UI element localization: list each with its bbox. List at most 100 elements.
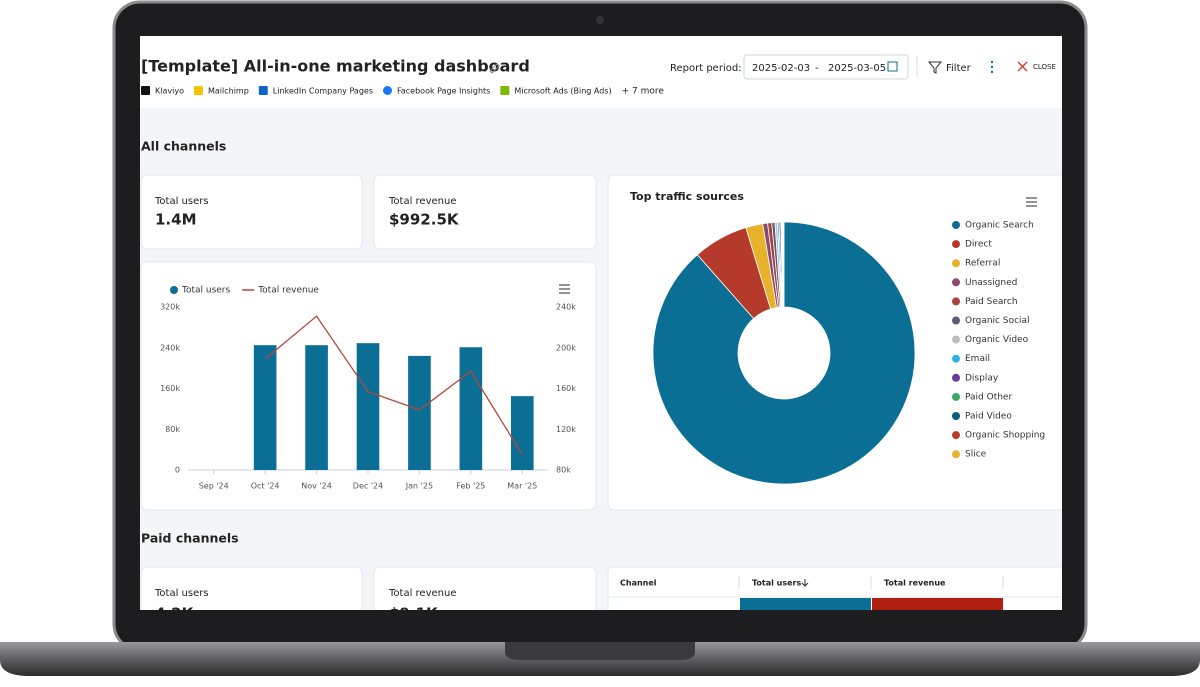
legend-symbol <box>952 450 960 459</box>
connector-icon <box>500 86 510 95</box>
kpi-label: Total users <box>154 196 209 207</box>
table-header[interactable]: Channel <box>620 579 657 588</box>
legend-symbol <box>952 221 960 229</box>
laptop-notch <box>505 642 695 660</box>
kpi-label: Total users <box>154 588 209 599</box>
legend-label: Direct <box>965 240 992 250</box>
legend-symbol <box>952 373 960 382</box>
x-tick-label: Dec '24 <box>353 482 383 491</box>
y2-tick-label: 120k <box>556 425 576 434</box>
period-sep: - <box>815 63 819 74</box>
sort-icon[interactable] <box>801 579 809 587</box>
connector-icon <box>141 86 150 95</box>
y-tick-label: 240k <box>160 343 180 352</box>
connector-name: Mailchimp <box>208 87 249 96</box>
connector-name: Klaviyo <box>155 87 184 96</box>
x-tick-label: Feb '25 <box>456 482 485 491</box>
legend-label: Paid Video <box>965 412 1012 422</box>
legend-label: Referral <box>965 259 1000 269</box>
legend-label: Organic Video <box>965 335 1029 345</box>
combo-chart: 0 80k 160k 240k 320k 80k 120k 160k 200k 240k Sep '… <box>160 286 576 491</box>
filter-icon[interactable] <box>927 61 943 74</box>
kpi-value: $992.5K <box>389 211 460 229</box>
x-tick-label: Jan '25 <box>405 482 433 491</box>
connector-name: LinkedIn Company Pages <box>273 87 373 96</box>
kpi-label: Total revenue <box>388 196 456 207</box>
filter-button[interactable]: Filter <box>946 63 972 74</box>
legend-symbol <box>952 297 960 306</box>
y-tick-label: 0 <box>175 466 180 475</box>
x-tick-label: Mar '25 <box>507 482 537 491</box>
legend-symbol <box>952 259 960 268</box>
bar <box>459 347 483 470</box>
screen: [Template] All-in-one marketing dashboar… <box>140 36 1062 623</box>
legend-label: Total users <box>181 286 231 296</box>
menu-dot[interactable] <box>990 70 994 74</box>
kpi-card <box>373 174 597 250</box>
kpi-label: Total revenue <box>388 588 456 599</box>
legend-symbol <box>952 316 960 325</box>
y-tick-label: 160k <box>160 384 180 393</box>
menu-dot[interactable] <box>990 65 994 69</box>
table-header[interactable]: Total revenue <box>884 579 946 588</box>
bar <box>253 345 277 470</box>
kpi-card <box>140 174 363 250</box>
camera <box>596 16 604 24</box>
bar <box>510 396 534 470</box>
legend-label: Email <box>965 354 990 364</box>
legend-label: Unassigned <box>965 278 1017 288</box>
legend-symbol <box>952 431 960 440</box>
kpi-card <box>373 566 597 610</box>
period-start: 2025-02-03 <box>752 63 810 74</box>
y-tick-label: 320k <box>160 303 180 312</box>
legend-symbol <box>952 392 960 401</box>
pie-title: Top traffic sources <box>630 190 744 203</box>
kpi-card <box>140 566 363 610</box>
cell-bar <box>740 598 871 610</box>
kpi-value: 4.2K <box>155 605 195 623</box>
kpi-value: 1.4M <box>155 211 197 229</box>
x-tick-label: Sep '24 <box>199 482 229 491</box>
legend-symbol <box>952 278 960 287</box>
y2-tick-label: 200k <box>556 343 576 352</box>
period-end: 2025-03-05 <box>828 63 886 74</box>
menu-dot[interactable] <box>990 60 994 64</box>
revenue-line <box>264 315 523 456</box>
bar <box>408 355 431 470</box>
calendar-icon <box>887 61 898 72</box>
x-tick-label: Nov '24 <box>301 482 332 491</box>
more-connectors[interactable]: + 7 more <box>622 87 665 97</box>
section-title: All channels <box>141 139 226 154</box>
legend-symbol <box>952 335 960 344</box>
date-picker[interactable] <box>743 54 909 80</box>
cell-bar <box>872 598 1003 610</box>
y2-tick-label: 80k <box>556 466 571 475</box>
connector-icon <box>193 86 203 95</box>
connector-icon <box>258 86 268 95</box>
edit-icon[interactable] <box>489 63 500 74</box>
connector-icon <box>383 86 392 95</box>
legend-label: Organic Search <box>965 221 1034 231</box>
legend-symbol <box>952 412 960 420</box>
legend-label: Paid Search <box>965 297 1018 307</box>
close-icon[interactable] <box>1017 61 1028 72</box>
chart-menu[interactable] <box>559 284 570 294</box>
legend-label: Total revenue <box>257 286 319 296</box>
legend-label: Paid Other <box>965 392 1012 402</box>
pie-chart: Organic Search Direct Referral Unassigned Pa… <box>652 221 1045 485</box>
connector-name: Microsoft Ads (Bing Ads) <box>514 87 611 96</box>
connectors: Klaviyo Mailchimp LinkedIn Company Pages Fa… <box>141 86 664 97</box>
legend-label: Organic Shopping <box>965 431 1045 441</box>
y2-tick-label: 160k <box>556 384 576 393</box>
table-header[interactable]: Total users <box>752 579 801 588</box>
pie-slice <box>782 221 785 308</box>
section-title: Paid channels <box>141 531 239 546</box>
legend-symbol <box>952 240 960 249</box>
x-tick-label: Oct '24 <box>251 482 280 491</box>
pie-slice <box>652 221 916 485</box>
legend-label: Slice <box>965 450 987 460</box>
chart-menu[interactable] <box>1026 197 1037 207</box>
legend-label: Organic Social <box>965 316 1030 326</box>
close-button[interactable]: CLOSE <box>1033 63 1056 71</box>
